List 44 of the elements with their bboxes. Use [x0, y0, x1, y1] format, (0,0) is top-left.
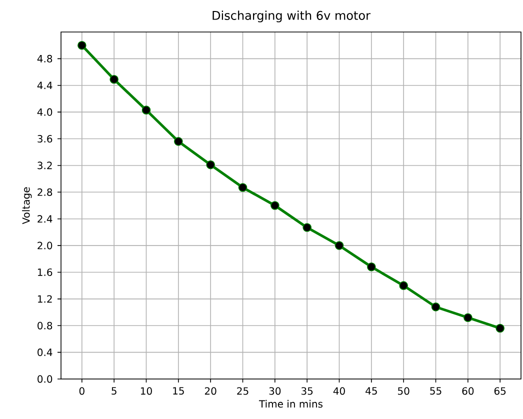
- x-tick-label: 60: [462, 387, 474, 395]
- y-tick-label: 3.6: [38, 134, 52, 143]
- x-tick-label: 25: [237, 387, 248, 395]
- x-axis-title: Time in mins: [258, 400, 323, 408]
- x-tick-label: 5: [112, 387, 116, 395]
- y-tick-label: 0.0: [38, 375, 52, 383]
- x-tick-label: 30: [269, 387, 281, 395]
- x-tick-label: 45: [366, 387, 377, 395]
- point: [270, 201, 280, 210]
- y-tick-label: 1.2: [38, 295, 52, 303]
- x-tick-label: 65: [494, 387, 506, 395]
- point: [174, 137, 183, 146]
- y-tick-label: 2.4: [38, 215, 52, 223]
- y-tick-label: 0.8: [38, 322, 52, 330]
- y-tick-label: 4.8: [37, 54, 52, 62]
- y-axis-title: Voltage: [22, 187, 32, 224]
- point: [399, 281, 408, 290]
- point: [431, 302, 440, 312]
- y-tick-label: 2.0: [38, 242, 52, 250]
- point: [78, 40, 86, 50]
- y-tick-label: 0.4: [38, 348, 52, 356]
- y-tick-label: 2.8: [38, 188, 52, 196]
- point: [302, 223, 312, 232]
- point: [367, 262, 376, 272]
- y-tick-label: 1.6: [38, 268, 52, 276]
- y-tick-label: 3.2: [38, 162, 52, 170]
- y-tick-label: 4.4: [37, 82, 52, 90]
- x-tick-label: 55: [430, 387, 442, 395]
- point: [110, 74, 118, 84]
- x-tick-label: 0: [79, 387, 84, 395]
- x-tick-label: 10: [140, 387, 152, 395]
- x-tick-label: 35: [301, 387, 313, 395]
- x-tick-label: 50: [398, 387, 410, 395]
- chart-title: Discharging with 6v motor: [212, 10, 370, 22]
- x-tick-label: 15: [173, 387, 184, 395]
- x-tick-label: 40: [333, 387, 345, 395]
- point: [464, 313, 472, 322]
- point: [206, 160, 215, 170]
- point: [496, 324, 504, 333]
- x-tick-label: 20: [204, 387, 216, 395]
- y-tick-label: 4.0: [37, 108, 52, 116]
- point: [238, 183, 248, 192]
- point: [142, 106, 151, 114]
- point: [334, 241, 344, 250]
